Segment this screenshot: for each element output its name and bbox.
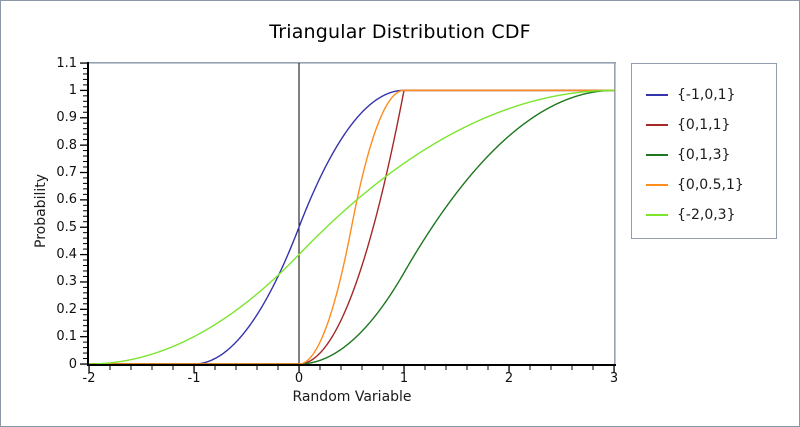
x-tick-label: 3: [609, 371, 619, 386]
legend-item: {-2,0,3}: [632, 200, 776, 230]
legend-item: {0,0.5,1}: [632, 170, 776, 200]
legend-label: {-2,0,3}: [677, 207, 736, 223]
y-tick-label: 0.6: [56, 192, 77, 208]
y-tick-label: 0.2: [56, 301, 77, 317]
y-tick-label: 0.9: [56, 110, 77, 126]
legend-label: {-1,0,1}: [677, 87, 736, 103]
legend-item: {-1,0,1}: [632, 80, 776, 110]
y-tick-label: 0.4: [56, 247, 77, 263]
legend-label: {0,0.5,1}: [677, 177, 744, 193]
y-tick-label: 1: [68, 82, 77, 98]
x-tick-label: 2: [504, 371, 514, 386]
legend-label: {0,1,3}: [677, 147, 731, 163]
y-tick-label: 0.7: [56, 164, 77, 180]
y-tick-label: 0.8: [56, 137, 77, 153]
legend-line-swatch: [646, 184, 668, 186]
y-tick-label: 0.1: [56, 329, 77, 345]
legend-item: {0,1,3}: [632, 140, 776, 170]
legend-line-swatch: [646, 94, 668, 96]
y-tick-label: 0.3: [56, 274, 77, 290]
legend-line-swatch: [646, 214, 668, 216]
legend-label: {0,1,1}: [677, 117, 731, 133]
y-tick-label: 0.5: [56, 219, 77, 235]
y-axis-label: Probability: [33, 173, 49, 249]
y-tick-label: 1.1: [56, 55, 77, 71]
x-tick-label: 0: [294, 371, 304, 386]
legend-line-swatch: [646, 154, 668, 156]
legend-item: {0,1,1}: [632, 110, 776, 140]
x-tick-label: -2: [82, 371, 96, 386]
x-tick-label: 1: [399, 371, 409, 386]
legend-line-swatch: [646, 124, 668, 126]
x-axis-label: Random Variable: [292, 389, 412, 405]
y-tick-label: 0: [68, 356, 77, 372]
legend: {-1,0,1} {0,1,1} {0,1,3} {0,0.5,1} {-2,0,3}: [631, 63, 777, 239]
x-tick-label: -1: [187, 371, 201, 386]
